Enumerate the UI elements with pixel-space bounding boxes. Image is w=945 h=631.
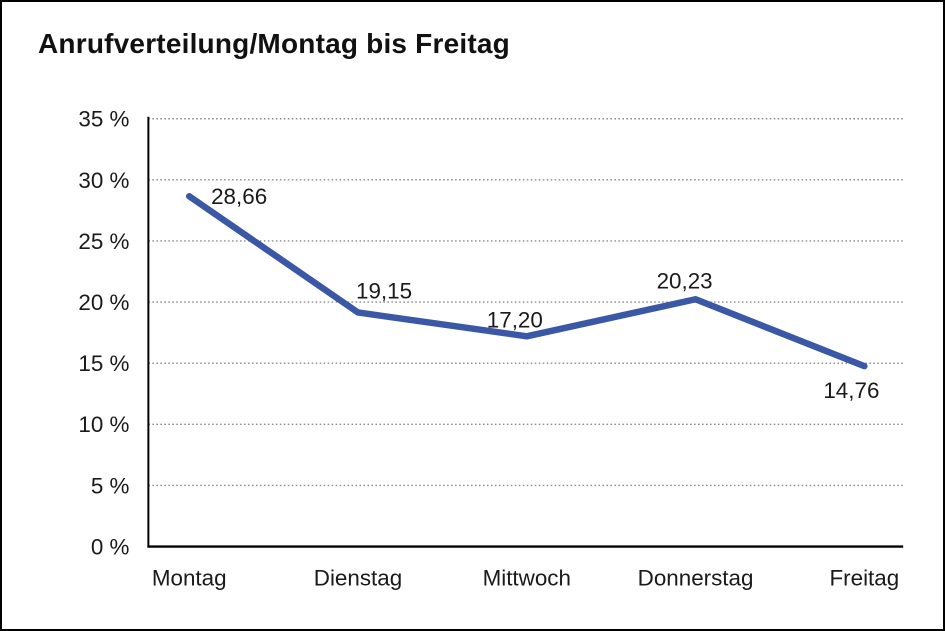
y-tick-label: 20 % xyxy=(78,290,129,315)
y-tick-label: 15 % xyxy=(78,351,129,376)
y-tick-label: 5 % xyxy=(91,473,130,498)
data-point-label: 28,66 xyxy=(211,184,267,209)
data-point-label: 19,15 xyxy=(356,279,412,304)
x-category-label: Mittwoch xyxy=(483,565,571,590)
y-tick-label: 0 % xyxy=(91,534,130,559)
y-tick-label: 35 % xyxy=(78,107,129,132)
data-series-line xyxy=(185,193,868,370)
data-point-label: 20,23 xyxy=(657,268,713,293)
x-category-label: Donnerstag xyxy=(638,565,754,590)
x-category-label: Montag xyxy=(152,565,227,590)
x-category-label: Freitag xyxy=(829,565,899,590)
data-point-label: 14,76 xyxy=(823,378,879,403)
y-tick-label: 10 % xyxy=(78,412,129,437)
data-point-label: 17,20 xyxy=(487,307,543,332)
y-tick-label: 30 % xyxy=(78,168,129,193)
x-category-label: Dienstag xyxy=(314,565,402,590)
chart-title: Anrufverteilung/Montag bis Freitag xyxy=(38,28,510,59)
y-tick-label: 25 % xyxy=(78,229,129,254)
